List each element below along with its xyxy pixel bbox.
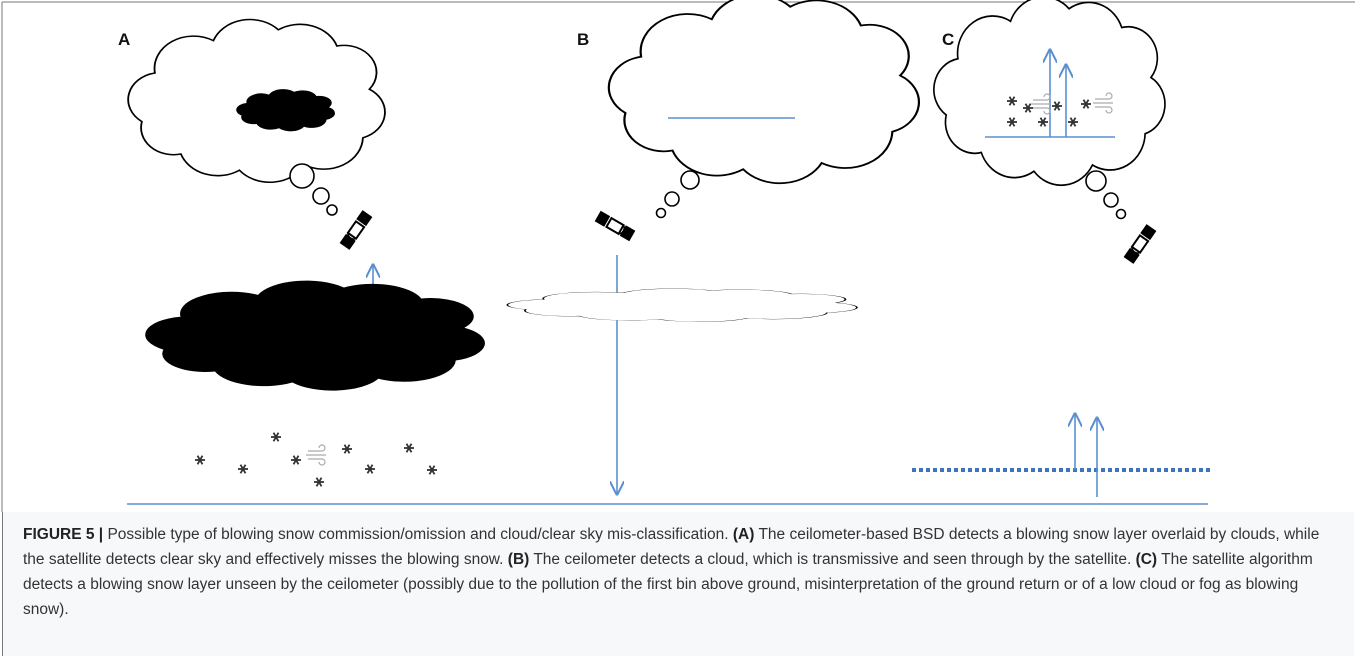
caption-label: (B)	[507, 551, 530, 568]
panel-c	[912, 0, 1210, 497]
panel-label: B	[577, 30, 589, 49]
panel-b	[506, 0, 921, 494]
caption-text: The satellite algorithm detects a blowin…	[23, 551, 1313, 618]
caption-text: Possible type of blowing snow commission…	[107, 526, 729, 543]
caption-text: The ceilometer-based BSD detects a blowi…	[23, 526, 1320, 568]
figure-caption: FIGURE 5 | Possible type of blowing snow…	[2, 512, 1354, 656]
caption-text: The ceilometer detects a cloud, which is…	[533, 551, 1132, 568]
caption-label: (A)	[732, 526, 755, 543]
panel-label: A	[118, 30, 130, 49]
figure-illustration: A B C	[1, 0, 1355, 512]
panel-a	[127, 18, 485, 488]
caption-label: FIGURE 5 |	[23, 526, 104, 543]
caption-label: (C)	[1135, 551, 1158, 568]
panel-label: C	[942, 30, 954, 49]
